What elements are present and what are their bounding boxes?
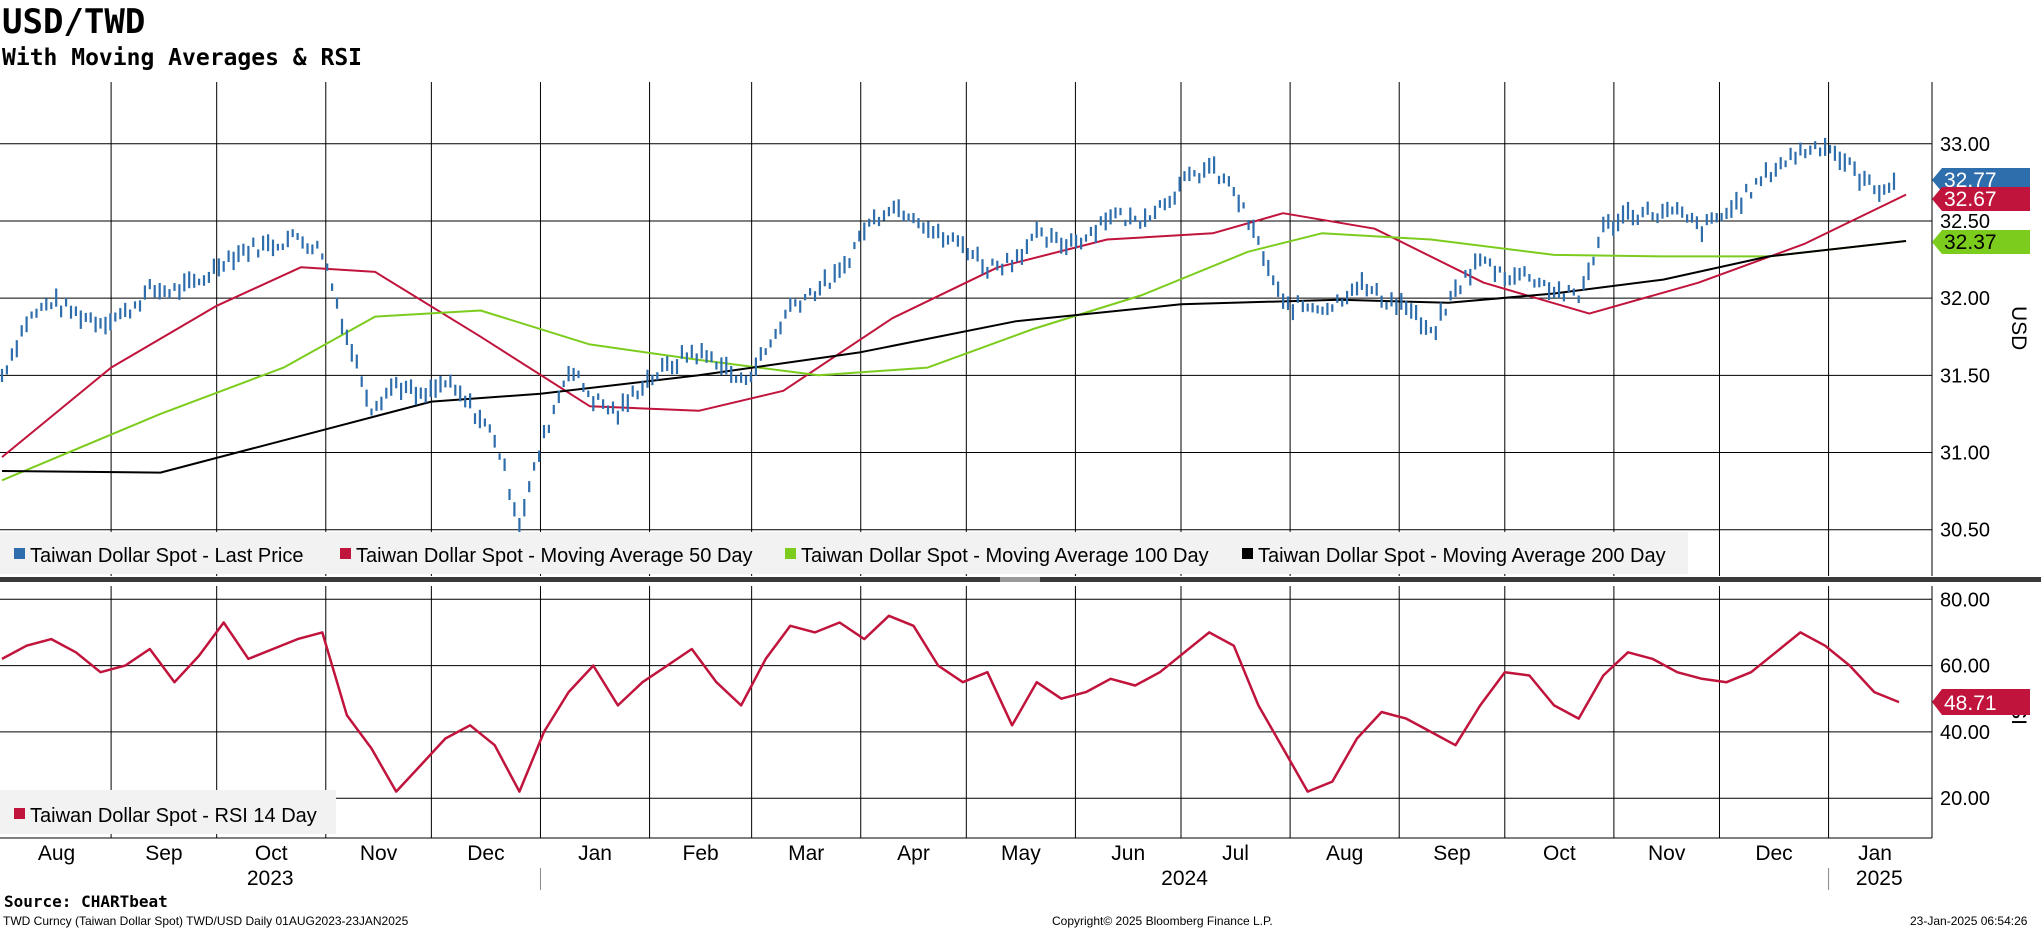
- x-axis: Aug Sep Oct Nov Dec Jan Feb Mar Apr May Jun Jul Aug S…: [0, 837, 1932, 890]
- rsi-y-tick-label: 40.00: [1940, 722, 1990, 744]
- chart-subtitle: With Moving Averages & RSI: [2, 45, 363, 71]
- price-value-tag: [1932, 230, 2030, 254]
- year-tick-label: 2025: [1856, 867, 1903, 890]
- month-tick-label: Aug: [38, 842, 75, 865]
- panel-divider: [0, 577, 2041, 582]
- legend-entry: Taiwan Dollar Spot - Moving Average 100 …: [801, 545, 1209, 567]
- footer-timestamp: 23-Jan-2025 06:54:26: [1910, 914, 2028, 928]
- price-y-tick-label: 32.50: [1940, 211, 1990, 233]
- month-tick-label: Jul: [1222, 842, 1249, 865]
- price-legend: Taiwan Dollar Spot - Last Price Taiwan Do…: [0, 532, 1688, 574]
- price-value-tag-label: 32.67: [1944, 188, 1997, 211]
- price-value-tag: [1932, 187, 2030, 211]
- price-value-tag-label: 32.37: [1944, 231, 1997, 254]
- month-tick-label: Nov: [1648, 842, 1686, 865]
- footer-ticker-info: TWD Curncy (Taiwan Dollar Spot) TWD/USD …: [3, 914, 409, 928]
- month-tick-label: Mar: [788, 842, 824, 865]
- price-value-tag-label: 32.77: [1944, 169, 1997, 192]
- legend-swatch: [14, 808, 25, 819]
- price-y-axis-label: USD: [2007, 306, 2030, 350]
- source-note: Source: CHARTbeat: [4, 892, 168, 911]
- legend-swatch: [340, 548, 351, 559]
- year-tick-label: 2024: [1161, 867, 1208, 890]
- rsi-y-tick-label: 60.00: [1940, 656, 1990, 678]
- rsi-line-group: [1, 614, 1900, 793]
- month-tick-label: Dec: [467, 842, 504, 865]
- price-y-tick-label: 33.00: [1940, 134, 1990, 156]
- month-tick-label: Jun: [1111, 842, 1145, 865]
- ma200-line: [1, 240, 1907, 474]
- rsi-value-tag-label: 48.71: [1944, 692, 1997, 715]
- month-tick-label: Sep: [145, 842, 182, 865]
- month-tick-label: Aug: [1326, 842, 1363, 865]
- price-y-tick-label: 30.50: [1940, 520, 1990, 542]
- price-legend-box: [0, 532, 1688, 574]
- legend-swatch: [1242, 548, 1253, 559]
- month-tick-label: Apr: [897, 842, 930, 865]
- chart-title: USD/TWD: [2, 2, 146, 42]
- month-tick-label: Jan: [578, 842, 612, 865]
- price-bars: [0, 137, 1896, 534]
- price-y-tick-label: 31.50: [1940, 365, 1990, 387]
- rsi-legend-box: [0, 790, 336, 834]
- month-tick-label: Nov: [360, 842, 398, 865]
- month-tick-label: Oct: [255, 842, 288, 865]
- rsi-last-value-tag: 48.71: [1932, 689, 2030, 716]
- ma50-line: [1, 193, 1907, 458]
- year-tick-label: 2023: [247, 867, 294, 890]
- legend-entry: Taiwan Dollar Spot - Last Price: [30, 545, 303, 567]
- price-value-tag: [1932, 168, 2030, 192]
- rsi-y-tick-label: 80.00: [1940, 589, 1990, 611]
- ma100-line: [1, 232, 1907, 482]
- moving-average-lines: [1, 193, 1907, 482]
- month-tick-label: May: [1001, 842, 1041, 865]
- price-panel-grid: 30.50 31.00 31.50 32.00 32.50 33.00 USD: [0, 82, 2030, 576]
- month-tick-label: Oct: [1543, 842, 1576, 865]
- month-tick-label: Sep: [1433, 842, 1470, 865]
- price-y-tick-label: 31.00: [1940, 443, 1990, 465]
- rsi-y-tick-label: 20.00: [1940, 788, 1990, 810]
- legend-entry: Taiwan Dollar Spot - RSI 14 Day: [30, 805, 317, 827]
- month-tick-label: Dec: [1755, 842, 1792, 865]
- panel-divider-handle[interactable]: [1000, 577, 1040, 582]
- rsi-line: [1, 614, 1900, 793]
- legend-entry: Taiwan Dollar Spot - Moving Average 50 D…: [356, 545, 753, 567]
- legend-entry: Taiwan Dollar Spot - Moving Average 200 …: [1258, 545, 1666, 567]
- legend-swatch: [14, 548, 25, 559]
- rsi-legend: Taiwan Dollar Spot - RSI 14 Day: [0, 790, 336, 834]
- month-tick-label: Feb: [683, 842, 719, 865]
- month-tick-label: Jan: [1858, 842, 1892, 865]
- price-y-tick-label: 32.00: [1940, 288, 1990, 310]
- rsi-value-tag: [1932, 689, 2030, 716]
- footer-copyright: Copyright© 2025 Bloomberg Finance L.P.: [1052, 914, 1273, 928]
- legend-swatch: [785, 548, 796, 559]
